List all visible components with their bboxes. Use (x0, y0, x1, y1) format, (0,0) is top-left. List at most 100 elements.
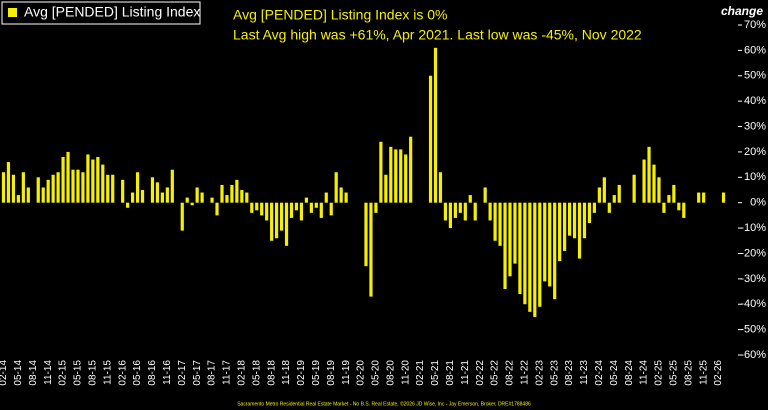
bar (369, 202, 373, 297)
x-tick-label: 11-21 (460, 360, 471, 385)
bar (572, 202, 577, 239)
x-tick-label: 05-24 (609, 360, 620, 386)
x-tick-label: 02-23 (534, 360, 545, 386)
bar (304, 197, 308, 203)
bar (533, 202, 537, 317)
bar (200, 192, 204, 203)
bar (235, 179, 239, 203)
bar (697, 192, 701, 203)
bar (155, 182, 160, 203)
bar (66, 151, 70, 203)
x-tick-label: 02-19 (296, 360, 307, 386)
x-tick-label: 11-18 (281, 360, 292, 385)
bar (404, 154, 408, 203)
bar (379, 141, 383, 203)
bar (721, 192, 726, 203)
x-tick-label: 05-20 (371, 360, 382, 386)
x-tick-label: 05-18 (251, 360, 262, 386)
bar (523, 202, 527, 305)
bar (592, 202, 597, 213)
x-tick-label: 08-20 (385, 360, 396, 386)
bar (160, 192, 164, 203)
x-tick-label: 02-16 (117, 360, 128, 386)
bar (1, 172, 6, 203)
bar (582, 202, 587, 239)
bar (309, 202, 313, 213)
x-tick-label: 11-22 (520, 360, 531, 385)
bar (11, 174, 16, 203)
axis-label: change (721, 4, 763, 18)
bar (319, 202, 323, 218)
bar (463, 202, 467, 221)
bar (195, 187, 199, 203)
bar (433, 47, 438, 203)
bar (528, 202, 532, 312)
bar (448, 202, 453, 229)
bar (274, 202, 279, 239)
y-tick-label: 0% (750, 197, 766, 209)
x-tick-label: 11-24 (639, 360, 650, 385)
bar (558, 202, 562, 262)
bar (642, 159, 646, 203)
bar (96, 157, 100, 203)
bar (210, 197, 214, 203)
x-tick-label: 11-16 (162, 360, 173, 385)
bar (46, 179, 50, 203)
x-tick-label: 08-17 (207, 360, 218, 386)
x-tick-label: 08-22 (505, 360, 516, 386)
x-tick-label: 05-14 (13, 360, 24, 386)
bar (260, 202, 264, 216)
bar (389, 146, 393, 203)
bar (41, 187, 45, 203)
x-tick-label: 05-16 (132, 360, 143, 386)
bar (513, 202, 517, 264)
legend-swatch (8, 8, 17, 17)
y-tick-label: 40% (744, 95, 766, 107)
bar (617, 184, 621, 203)
x-tick-label: 02-18 (236, 360, 247, 386)
x-tick-label: 08-19 (326, 360, 337, 386)
x-tick-label: 05-15 (73, 360, 84, 386)
bar (190, 202, 194, 206)
bar (270, 202, 274, 241)
footer: Sacramento Metro Residential Real Estate… (237, 400, 531, 407)
bar (106, 174, 110, 203)
x-tick-label: 02-20 (356, 360, 367, 386)
bar (135, 172, 140, 203)
bar (597, 187, 601, 203)
bar (553, 202, 557, 300)
x-tick-label: 05-23 (549, 360, 560, 386)
bar (632, 174, 636, 203)
x-tick-label: 11-17 (222, 360, 233, 385)
bar (240, 190, 244, 203)
bar (443, 202, 448, 221)
bar (16, 195, 20, 203)
bar (215, 202, 219, 216)
y-tick-label: 30% (744, 120, 766, 132)
bar (602, 177, 606, 203)
y-tick-label: -60% (740, 349, 766, 361)
bar (339, 187, 343, 203)
bar (563, 202, 567, 251)
x-tick-label: 08-15 (88, 360, 99, 386)
bar (26, 187, 30, 203)
bar (468, 195, 472, 203)
bar (51, 174, 55, 203)
y-tick-label: -50% (740, 324, 766, 336)
bar (508, 202, 512, 277)
bar (567, 202, 572, 236)
bar (453, 202, 457, 218)
bar (543, 202, 547, 282)
bar (702, 192, 706, 203)
bar (56, 172, 60, 203)
bar (86, 154, 90, 203)
x-tick-label: 08-23 (564, 360, 575, 386)
bar (662, 202, 666, 213)
annotation: Last Avg high was +61%, Apr 2021. Last l… (233, 27, 642, 43)
x-tick-label: 08-16 (147, 360, 158, 386)
bar (150, 177, 155, 203)
bar (279, 202, 284, 231)
x-tick-label: 02-15 (58, 360, 69, 386)
legend-label: Avg [PENDED] Listing Index (24, 4, 200, 20)
